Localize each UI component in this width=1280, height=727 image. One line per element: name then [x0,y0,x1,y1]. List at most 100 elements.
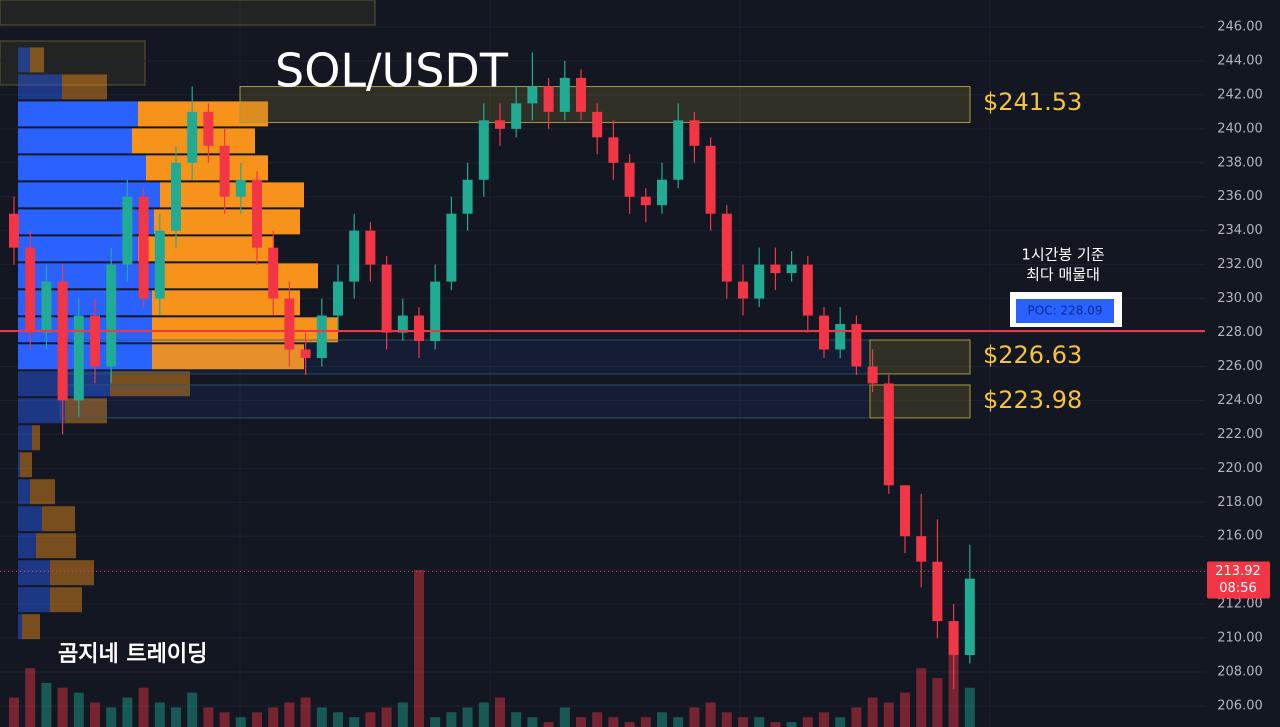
volume-bar [25,668,36,727]
profile-buy [18,479,30,505]
candle-body [721,213,732,282]
profile-buy [18,128,132,154]
candle-body [657,179,667,206]
volume-bar [316,707,327,727]
volume-bar [381,707,392,727]
profile-buy [18,560,50,586]
zone-label: $223.98 [983,386,1082,414]
y-tick-label: 236.00 [1217,189,1263,204]
y-tick-label: 244.00 [1217,53,1263,68]
volume-bar [754,717,765,727]
volume-bar [721,712,732,727]
volume-bar [624,722,635,727]
candle-body [511,103,522,129]
volume-bar [187,692,198,727]
y-tick-label: 212.00 [1217,597,1263,612]
candle-body [365,230,376,265]
volume-bar [657,712,667,727]
profile-sell [152,344,304,370]
candle-body [608,137,619,163]
volume-bar [219,712,230,727]
candle-body [673,120,684,180]
candle-body [138,196,149,299]
candle-body [57,281,68,401]
volume-bar [511,712,522,727]
profile-buy [18,317,152,343]
candle-body [786,264,797,274]
y-tick-label: 216.00 [1217,529,1263,544]
volume-bar [851,707,862,727]
candle-body [446,213,457,282]
candle-body [527,86,538,104]
volume-bar [559,707,570,727]
y-tick-label: 210.00 [1217,631,1263,646]
volume-bar [41,682,52,727]
candle-body [900,485,910,537]
candle-body [916,536,927,562]
candle-body [559,77,570,112]
volume-bar [527,717,538,727]
volume-bar [430,717,441,727]
profile-sell [20,452,32,478]
profile-buy [18,74,62,100]
candle-body [284,298,295,350]
candle-body [122,196,133,265]
volume-bar [916,668,927,727]
last-price-box [1207,561,1270,599]
volume-bar [673,717,684,727]
profile-buy [18,506,42,532]
candle-body [106,264,117,367]
volume-bar [122,697,133,727]
candle-body [41,281,52,333]
old-zone [0,0,376,26]
annotation: 최다 매물대 [1026,266,1100,284]
profile-buy [18,290,152,316]
candle-body [333,281,343,316]
candle-body [883,383,894,486]
volume-bar [867,697,878,727]
volume-bar [446,712,457,727]
candle-body [9,213,19,248]
volume-bar [268,707,279,727]
profile-buy [18,155,146,181]
candle-body [235,179,246,197]
y-tick-label: 246.00 [1217,19,1263,34]
candle-body [640,196,651,206]
volume-bar [835,717,846,727]
volume-bar [883,702,894,727]
candle-body [300,349,311,358]
candle-body [576,77,586,112]
y-tick-label: 206.00 [1217,698,1263,713]
profile-buy [18,587,50,613]
old-zone [0,40,146,86]
candle-body [835,324,846,350]
profile-sell [62,74,107,100]
volume-bar [478,702,489,727]
volume-bar [592,712,603,727]
candle-body [219,145,230,197]
profile-sell [65,398,107,424]
profile-buy [18,236,138,262]
zone-extension [59,339,871,375]
y-tick-label: 228.00 [1217,325,1263,340]
volume-bar [333,712,343,727]
candle-body [478,120,489,180]
volume-bar [90,702,100,727]
candle-body [414,315,424,342]
candle-body [187,111,198,163]
profile-sell [30,47,44,73]
watermark: 곰지네 트레이딩 [58,642,207,667]
volume-bar [203,707,214,727]
volume-bar [608,717,619,727]
volume-bar [9,697,19,727]
volume-bar [284,702,295,727]
volume-bar [365,712,376,727]
volume-bar [252,712,262,727]
countdown: 08:56 [1219,581,1256,596]
volume-bar [802,717,813,727]
candle-body [397,315,408,333]
profile-sell [30,479,55,505]
candle-body [932,561,943,622]
profile-buy [18,209,154,235]
